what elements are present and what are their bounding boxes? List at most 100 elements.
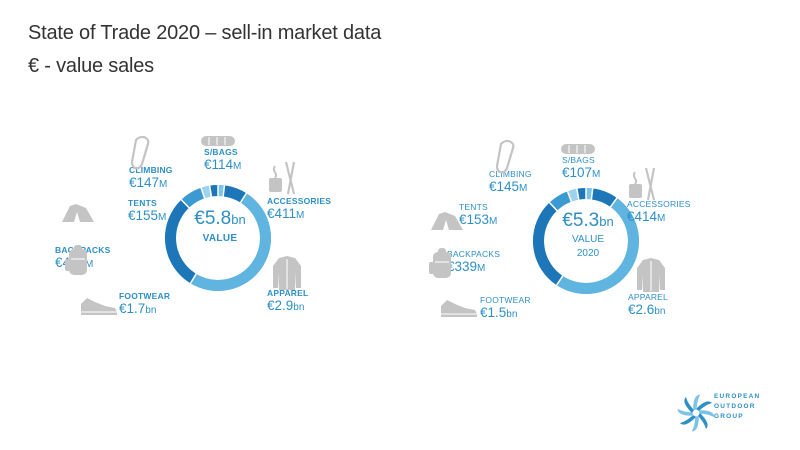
category-value: €145: [489, 179, 520, 194]
carabiner-icon: [495, 139, 515, 174]
donut-segment-climbing: [209, 185, 219, 197]
category-unit: M: [159, 179, 168, 190]
category-label: S/BAGS: [204, 147, 238, 157]
donut-chart-left: €5.8bn VALUE S/BAGS €114M ACCESSORIES €411M…: [55, 128, 385, 328]
sleeping-bag-icon: [201, 136, 235, 146]
logo-line-3: GROUP: [714, 413, 744, 420]
segment-divider: [222, 184, 226, 198]
donut-segment-tents: [567, 188, 579, 202]
category-value: €2.9: [267, 298, 294, 313]
logo-line-1: EUROPEAN: [714, 393, 761, 400]
category-climbing: CLIMBING €145M: [489, 169, 532, 197]
carabiner-icon: [130, 135, 150, 170]
category-value: €411: [267, 206, 297, 221]
donut-segment-footwear: [165, 199, 197, 284]
category-footwear: FOOTWEAR €1.7bn: [119, 291, 170, 319]
backpack-icon: [65, 245, 87, 275]
center-sublabel: 2020: [576, 248, 600, 259]
category-unit: bn: [145, 305, 157, 316]
donut-ring: [533, 187, 639, 294]
center-label: VALUE: [571, 234, 605, 245]
donut-ring: [165, 184, 271, 291]
category-unit: M: [296, 210, 305, 221]
logo-mark-icon: [677, 394, 715, 432]
category-unit: M: [158, 212, 167, 223]
segment-divider: [180, 198, 191, 209]
category-label: FOOTWEAR: [480, 295, 531, 305]
category-accessories: ACCESSORIES €411M: [267, 196, 331, 224]
category-value: €155: [128, 208, 159, 223]
category-value: €107: [562, 165, 593, 180]
donut-segment-backpacks: [549, 191, 572, 211]
segment-divider: [189, 272, 198, 285]
category-footwear: FOOTWEAR €1.5bn: [480, 295, 531, 323]
sleeping-bag-icon: [561, 144, 595, 154]
category-apparel: APPAREL €2.6bn: [628, 292, 668, 320]
logo-blade: [691, 415, 699, 432]
center-label: VALUE: [202, 233, 238, 244]
category-unit: M: [233, 161, 242, 172]
european-outdoor-group-logo: EUROPEAN OUTDOOR GROUP: [676, 388, 786, 438]
shoe-icon: [441, 300, 477, 317]
accessories-icon: [269, 161, 296, 195]
logo-line-2: OUTDOOR: [714, 403, 756, 410]
segment-divider: [566, 190, 573, 203]
donut-segment-accessories: [591, 188, 617, 208]
category-tents: TENTS €155M: [128, 198, 166, 226]
category-s-bags: S/BAGS €107M: [562, 155, 600, 183]
category-unit: M: [657, 213, 666, 224]
category-label: APPAREL: [628, 292, 668, 302]
category-value: €1.7: [119, 301, 146, 316]
logo-blade: [680, 415, 696, 425]
category-label: S/BAGS: [562, 155, 595, 165]
category-label: TENTS: [128, 198, 157, 208]
category-climbing: CLIMBING €147M: [129, 165, 173, 193]
logo-blade: [677, 408, 694, 416]
category-backpacks: BACKPACKS €339M: [447, 249, 500, 277]
shoe-icon: [81, 298, 117, 315]
category-unit: bn: [506, 309, 518, 320]
category-label: TENTS: [459, 202, 488, 212]
category-label: FOOTWEAR: [119, 291, 171, 301]
category-accessories: ACCESSORIES €414M: [627, 199, 691, 227]
logo-blade: [693, 394, 701, 411]
category-tents: TENTS €153M: [459, 202, 497, 230]
category-unit: M: [489, 216, 498, 227]
donut-segment-apparel: [190, 193, 271, 291]
category-unit: M: [85, 259, 94, 270]
segment-divider: [200, 186, 206, 200]
category-label: ACCESSORIES: [627, 199, 691, 209]
category-value: €153: [459, 212, 490, 227]
total-value: €5.8: [194, 208, 232, 229]
category-label: BACKPACKS: [447, 249, 501, 259]
backpack-icon: [429, 248, 451, 278]
total-unit: bn: [599, 214, 614, 229]
category-label: ACCESSORIES: [267, 196, 332, 206]
category-label: CLIMBING: [489, 169, 532, 179]
donut-center: €5.8bn VALUE: [155, 208, 285, 247]
donut-center: €5.3bn VALUE 2020: [523, 210, 653, 261]
category-unit: M: [477, 263, 486, 274]
category-label: CLIMBING: [129, 165, 173, 175]
category-value: €147: [129, 175, 160, 190]
category-unit: bn: [654, 306, 666, 317]
category-value: €2.6: [628, 302, 655, 317]
segment-divider: [555, 274, 564, 287]
category-value: €114: [204, 157, 234, 172]
category-label: APPAREL: [267, 288, 309, 298]
page-title: State of Trade 2020 – sell-in market dat…: [28, 22, 382, 44]
accessories-icon: [629, 167, 656, 201]
tent-icon: [431, 212, 463, 230]
segment-divider: [575, 187, 580, 201]
tent-icon: [62, 204, 94, 222]
category-value: €414: [627, 209, 658, 224]
category-unit: M: [592, 169, 601, 180]
total-value: €5.3: [562, 210, 600, 231]
donut-segment-backpacks: [181, 187, 205, 208]
page-subtitle: € - value sales: [28, 55, 154, 77]
jacket-icon: [637, 258, 665, 292]
category-s-bags: S/BAGS €114M: [204, 147, 241, 175]
logo-blade: [684, 397, 694, 413]
category-apparel: APPAREL €2.9bn: [267, 288, 308, 316]
logo-blade: [698, 410, 715, 418]
